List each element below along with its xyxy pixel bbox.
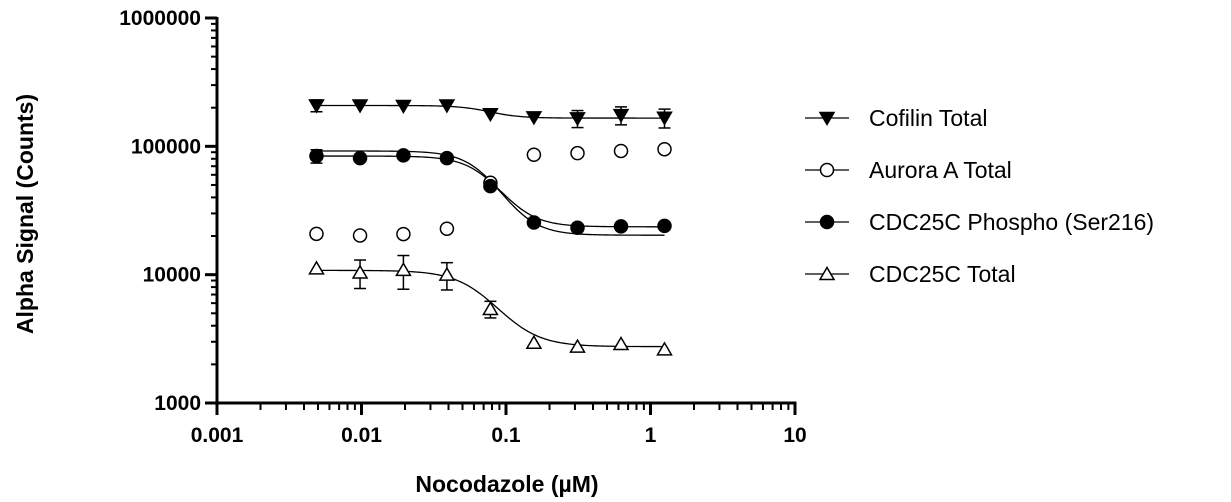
y-axis-title: Alpha Signal (Counts): [12, 94, 38, 334]
data-point: [308, 260, 325, 275]
data-point: [482, 107, 499, 123]
data-point: [526, 147, 542, 162]
legend-item: Cofilin Total: [805, 105, 987, 131]
data-point: [308, 99, 325, 114]
data-point: [569, 112, 586, 127]
data-point: [613, 219, 629, 234]
data-point: [309, 148, 324, 164]
y-tick-label: 100000: [131, 135, 201, 158]
legend-marker: [818, 266, 836, 281]
data-point: [525, 111, 543, 126]
data-point: [657, 218, 672, 234]
data-point: [570, 145, 585, 161]
x-tick-label: 10: [783, 424, 806, 447]
data-point: [351, 264, 369, 279]
data-point: [483, 178, 498, 194]
data-points: [308, 99, 673, 356]
x-axis-title: Nocodazole (µM): [415, 471, 598, 497]
data-point: [657, 141, 672, 157]
legend-label: Aurora A Total: [869, 157, 1012, 183]
data-point: [570, 220, 585, 236]
data-point: [612, 336, 630, 351]
data-point: [396, 148, 411, 163]
legend-item: CDC25C Total: [805, 261, 1016, 287]
y-tick-label: 1000: [154, 392, 201, 415]
data-point: [438, 266, 456, 281]
data-point: [656, 341, 673, 356]
data-point: [612, 108, 630, 124]
legend: Cofilin Total Aurora A Total CDC25C Phosph…: [805, 105, 1154, 287]
legend-item: Aurora A Total: [805, 157, 1012, 183]
y-tick-label: 10000: [143, 264, 201, 287]
legend-label: CDC25C Phospho (Ser216): [869, 209, 1154, 235]
legend-marker: [819, 214, 835, 230]
data-point: [569, 338, 586, 353]
data-point: [482, 301, 499, 316]
data-point: [352, 150, 368, 166]
axes: 1000 10000 100000 1000000 0.001 0.01 0.1 1 10: [119, 7, 806, 447]
data-point: [439, 221, 455, 236]
data-point: [656, 111, 673, 126]
x-tick-label: 0.1: [491, 424, 521, 447]
x-tick-label: 0.001: [191, 424, 244, 447]
data-point: [525, 334, 543, 349]
data-point: [396, 226, 411, 242]
legend-marker: [819, 162, 835, 178]
legend-item: CDC25C Phospho (Ser216): [805, 209, 1154, 235]
data-point: [526, 215, 542, 230]
data-point: [351, 99, 369, 114]
data-point: [439, 150, 455, 166]
data-point: [352, 228, 368, 243]
legend-label: Cofilin Total: [869, 105, 987, 131]
x-tick-label: 1: [645, 424, 657, 447]
data-point: [309, 226, 324, 242]
y-tick-label: 1000000: [119, 7, 201, 30]
data-point: [395, 99, 412, 115]
x-tick-label: 0.01: [341, 424, 382, 447]
data-point: [613, 143, 629, 159]
data-point: [395, 261, 412, 277]
legend-marker: [818, 111, 836, 126]
data-point: [438, 99, 456, 114]
legend-label: CDC25C Total: [869, 261, 1016, 287]
